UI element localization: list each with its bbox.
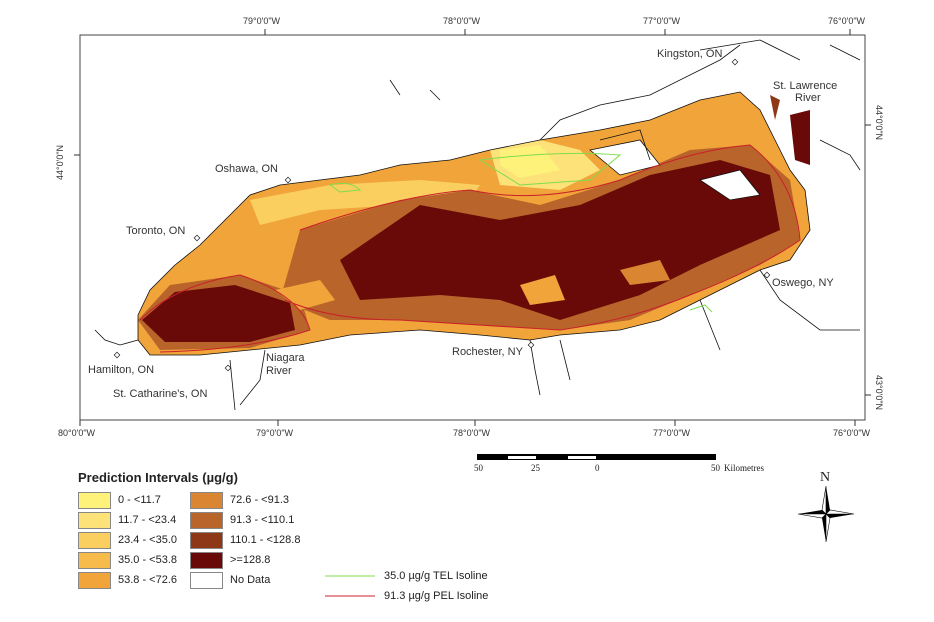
legend-title: Prediction Intervals (µg/g): [78, 470, 238, 485]
graticule-label: 76°0'0"W: [828, 16, 866, 26]
concentration-zone: [275, 280, 335, 310]
legend-swatch: [190, 572, 223, 589]
graticule-label: 77°0'0"W: [643, 16, 681, 26]
legend-swatch: [78, 572, 111, 589]
legend-swatch: [190, 532, 223, 549]
legend-label: >=128.8: [230, 554, 271, 566]
concentration-zone: [790, 110, 810, 165]
place-label: St. Lawrence: [773, 80, 838, 92]
concentration-zone: [500, 145, 560, 178]
legend-swatch: [190, 492, 223, 509]
city-marker: [527, 341, 535, 349]
legend-label: 110.1 - <128.8: [230, 534, 301, 546]
scale-label: 0: [595, 463, 600, 473]
graticule-label: 78°0'0"W: [453, 428, 491, 438]
graticule-label: 44°0'0"N: [874, 105, 884, 141]
legend-label: 72.6 - <91.3: [230, 494, 290, 506]
legend-swatch: [190, 552, 223, 569]
city-marker: [731, 58, 739, 66]
city-marker: [113, 351, 121, 359]
graticule-label: 77°0'0"W: [653, 428, 691, 438]
legend-label: 0 - <11.7: [118, 494, 161, 506]
north-label: N: [820, 470, 831, 485]
graticule-label: 44°0'0"N: [55, 144, 65, 180]
concentration-zone: [620, 260, 670, 285]
west-shore: [94, 329, 139, 346]
city-marker: [224, 364, 232, 372]
south-shore-rivers: [229, 269, 860, 411]
legend-swatch: [190, 512, 223, 529]
lake-shoreline: [137, 91, 811, 356]
legend-label: 91.3 - <110.1: [230, 514, 295, 526]
scale-bar: [477, 454, 716, 460]
legend-swatch: [78, 492, 111, 509]
legend-label: No Data: [230, 574, 271, 586]
city-marker: [193, 234, 201, 242]
legend-label: 35.0 - <53.8: [118, 554, 178, 566]
place-label: Kingston, ON: [657, 48, 723, 60]
map-frame: [79, 34, 866, 421]
legend-label: 11.7 - <23.4: [118, 514, 177, 526]
city-marker: [284, 176, 292, 184]
tel-isoline-label: 35.0 µg/g TEL Isoline: [384, 570, 488, 582]
concentration-zone: [520, 275, 565, 305]
city-marker: [763, 271, 771, 279]
graticule-label: 80°0'0"W: [58, 428, 96, 438]
concentration-zone: [250, 180, 480, 225]
north-arrow: [797, 485, 855, 543]
graticule-label: 76°0'0"W: [833, 428, 871, 438]
island: [699, 169, 761, 201]
scale-unit: Kilometres: [724, 463, 764, 473]
place-label: Toronto, ON: [126, 225, 186, 237]
place-label: Rochester, NY: [452, 346, 523, 358]
place-label: River: [266, 365, 292, 377]
tel-isoline: [328, 152, 713, 313]
legend-swatch: [78, 552, 111, 569]
legend-swatch: [78, 512, 111, 529]
concentration-zone: [770, 95, 780, 120]
legend-label: 53.8 - <72.6: [118, 574, 178, 586]
place-label: Niagara: [266, 352, 305, 364]
place-label: Oswego, NY: [772, 277, 834, 289]
scale-label: 25: [531, 463, 540, 473]
concentration-zone: [142, 285, 295, 342]
scale-label: 50: [474, 463, 483, 473]
place-label: Hamilton, ON: [88, 364, 155, 376]
graticule-label: 43°0'0"N: [874, 375, 884, 411]
place-label: St. Catharine's, ON: [113, 388, 208, 400]
graticule-label: 79°0'0"W: [243, 16, 281, 26]
place-label: Oshawa, ON: [215, 163, 278, 175]
graticule-label: 79°0'0"W: [256, 428, 294, 438]
scale-label: 50: [711, 463, 720, 473]
graticule-label: 78°0'0"W: [443, 16, 481, 26]
pel-isoline-label: 91.3 µg/g PEL Isoline: [384, 590, 489, 602]
legend-label: 23.4 - <35.0: [118, 534, 178, 546]
legend-swatch: [78, 532, 111, 549]
pel-isoline: [139, 144, 801, 353]
place-label: River: [795, 92, 821, 104]
north-shore-islands: [389, 39, 861, 171]
